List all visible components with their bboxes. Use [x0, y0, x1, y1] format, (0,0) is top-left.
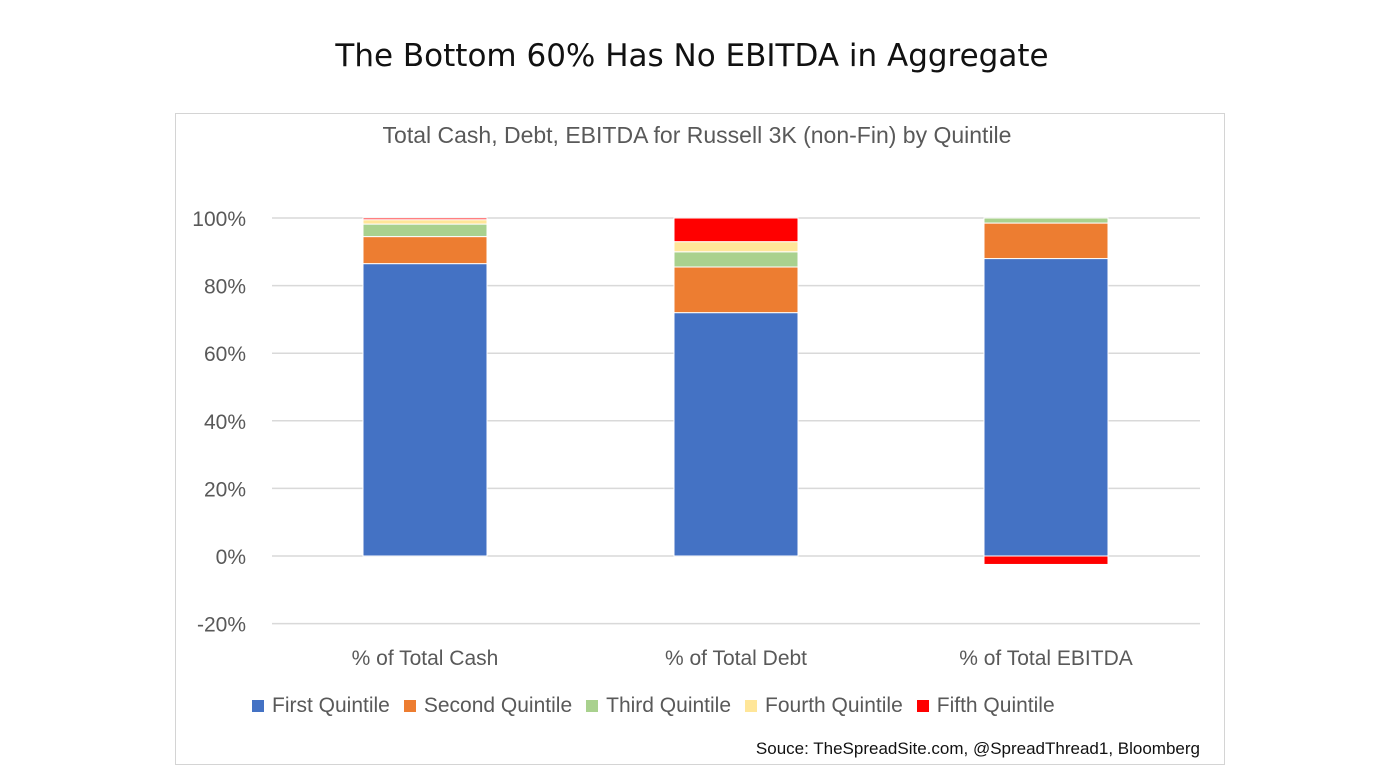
legend-item-second: Second Quintile [403, 694, 573, 718]
bar-segment [362, 219, 488, 225]
y-tick-label: 0% [216, 546, 246, 569]
bar-segment [673, 241, 799, 253]
source-note: Souce: TheSpreadSite.com, @SpreadThread1… [755, 739, 1200, 758]
legend-label-fifth: Fifth Quintile [936, 694, 1055, 717]
bars [362, 217, 1109, 565]
legend-label-first: First Quintile [272, 694, 390, 717]
chart-title: Total Cash, Debt, EBITDA for Russell 3K … [382, 122, 1012, 148]
bar-segment [673, 312, 799, 557]
bar-segment [673, 251, 799, 268]
bar-segment [362, 236, 488, 265]
legend-label-third: Third Quintile [606, 694, 732, 717]
y-tick-label: -20% [197, 614, 246, 637]
page-title: The Bottom 60% Has No EBITDA in Aggregat… [335, 38, 1049, 74]
legend-swatch-fifth [916, 700, 929, 712]
bar-segment [673, 266, 799, 314]
bar-segment [983, 222, 1109, 260]
legend-label-second: Second Quintile [423, 694, 573, 717]
legend-item-third: Third Quintile [586, 694, 731, 718]
legend-item-fourth: Fourth Quintile [745, 694, 903, 718]
legend-swatch-fourth [745, 700, 758, 712]
bar-segment [673, 217, 799, 243]
bar-segment [362, 217, 488, 221]
y-tick-label: 40% [204, 411, 246, 434]
legend-item-first: First Quintile [252, 694, 390, 718]
x-tick-label: % of Total Cash [352, 647, 499, 670]
y-tick-labels: -20% 0% 20% 40% 60% 80% 100% [192, 208, 246, 637]
legend-item-fifth: Fifth Quintile [916, 694, 1055, 718]
legend-swatch-second [403, 700, 416, 712]
legend: First Quintile Second Quintile Third Qui… [252, 694, 1055, 718]
y-tick-label: 80% [204, 276, 246, 299]
bar-segment [362, 263, 488, 557]
bar-segment [983, 555, 1109, 565]
bar-segment [362, 223, 488, 238]
x-tick-labels: % of Total Cash % of Total Debt % of Total… [352, 647, 1133, 670]
y-tick-label: 100% [192, 208, 246, 231]
legend-swatch-first [252, 700, 264, 712]
bar-segment [983, 258, 1109, 557]
x-tick-label: % of Total EBITDA [959, 647, 1133, 670]
legend-label-fourth: Fourth Quintile [765, 694, 903, 717]
x-tick-label: % of Total Debt [665, 647, 807, 670]
y-tick-label: 60% [204, 343, 246, 366]
y-tick-label: 20% [204, 478, 246, 501]
legend-swatch-third [586, 700, 599, 712]
bar-segment [983, 217, 1109, 224]
